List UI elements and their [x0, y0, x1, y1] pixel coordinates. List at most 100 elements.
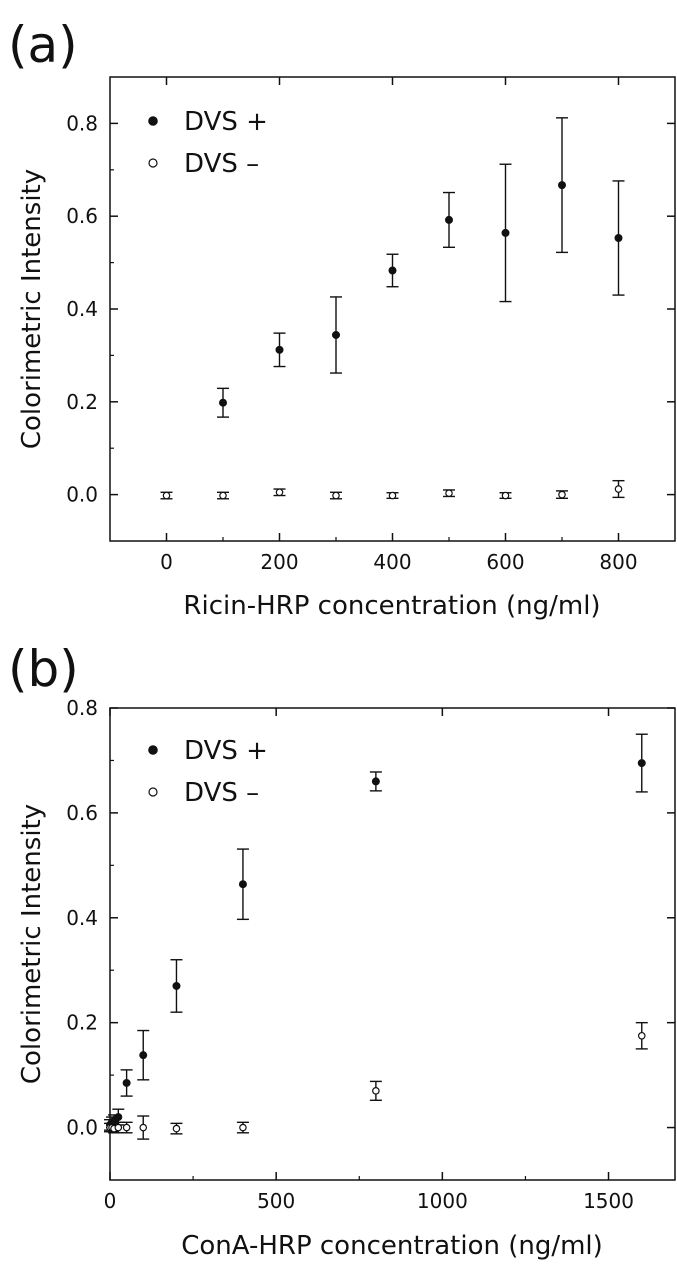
panel-b-dvs-plus-marker	[371, 777, 380, 786]
panel-a-x-axis-title: Ricin-HRP concentration (ng/ml)	[183, 591, 600, 621]
panel-a-label: (a)	[8, 16, 78, 74]
panel-a-legend-label-dvs-plus: DVS +	[184, 107, 268, 137]
panel-b-dvs-plus-point	[170, 959, 183, 1013]
panel-a-y-tick-label: 0.8	[66, 111, 98, 135]
panel-a-x-tick-label: 600	[486, 550, 524, 574]
panel-b-y-ticks: 0.0 0.2 0.4 0.6 0.8	[66, 696, 675, 1140]
panel-a-legend-label-dvs-minus: DVS –	[184, 149, 259, 179]
panel-a-dvs-plus-marker	[614, 234, 623, 243]
panel-b-legend-marker-dvs-minus	[148, 787, 158, 797]
panel-b-y-tick-label: 0.6	[66, 801, 98, 825]
panel-b: (b) 0 500 1000 1500 0.0 0.2 0.4 0.6 0.8 ConA-HR…	[8, 640, 676, 1261]
panel-a-plot-frame	[109, 76, 676, 542]
panel-a: (a) 0 200 400 600 800 0.0 0.2 0.4 0.6 0.8 Ricin-…	[8, 16, 676, 621]
panel-a-dvs-plus-point	[499, 163, 512, 303]
panel-a-dvs-plus-point	[217, 387, 229, 418]
panel-b-dvs-minus-point	[120, 1121, 133, 1134]
panel-b-x-tick-label: 1000	[417, 1189, 468, 1213]
panel-a-dvs-minus-point	[330, 491, 342, 500]
panel-a-dvs-plus-point	[556, 117, 568, 254]
panel-a-x-tick-label: 200	[260, 550, 298, 574]
panel-a-dvs-minus-marker	[614, 485, 623, 493]
panel-b-dvs-plus-marker	[637, 759, 646, 768]
panel-b-y-tick-label: 0.2	[66, 1011, 98, 1035]
panel-a-dvs-minus-point	[556, 490, 568, 500]
panel-a-y-ticks: 0.0 0.2 0.4 0.6 0.8	[66, 111, 675, 507]
panel-a-dvs-plus-marker	[501, 228, 510, 237]
panel-a-dvs-minus-point	[217, 491, 229, 500]
panel-b-dvs-minus-marker	[172, 1124, 181, 1133]
panel-b-y-tick-label: 0.0	[66, 1116, 98, 1140]
panel-b-dvs-plus-point	[236, 848, 249, 921]
panel-a-y-tick-label: 0.4	[66, 297, 98, 321]
panel-b-dvs-plus-point	[120, 1069, 133, 1097]
panel-a-x-tick-label: 400	[373, 550, 411, 574]
panel-b-legend-label-dvs-plus: DVS +	[184, 736, 268, 766]
panel-b-dvs-minus-marker	[122, 1123, 131, 1132]
panel-a-dvs-minus-marker	[162, 491, 171, 500]
panel-b-dvs-minus-point	[369, 1080, 382, 1101]
panel-b-marks	[104, 733, 648, 1140]
panel-b-legend-label-dvs-minus: DVS –	[184, 778, 259, 808]
panel-b-dvs-plus-marker	[122, 1078, 131, 1087]
panel-b-y-tick-label: 0.4	[66, 906, 98, 930]
panel-b-y-tick-label: 0.8	[66, 696, 98, 720]
panel-b-dvs-minus-point	[236, 1121, 249, 1134]
panel-a-dvs-plus-marker	[332, 330, 341, 339]
panel-a-dvs-plus-marker	[445, 215, 454, 224]
panel-b-dvs-minus-marker	[139, 1123, 148, 1132]
panel-a-x-tick-label: 0	[160, 550, 173, 574]
panel-b-label: (b)	[8, 640, 79, 698]
panel-a-dvs-minus-point	[499, 491, 512, 500]
panel-a-y-tick-label: 0.2	[66, 390, 98, 414]
panel-b-y-axis-title: Colorimetric Intensity	[17, 804, 47, 1084]
panel-b-dvs-minus-point	[635, 1021, 648, 1050]
panel-b-x-ticks: 0 500 1000 1500	[104, 708, 634, 1213]
panel-a-dvs-minus-marker	[332, 491, 340, 500]
panel-a-dvs-plus-point	[443, 191, 455, 248]
panel-b-dvs-plus-point	[635, 733, 648, 793]
panel-b-x-tick-label: 500	[257, 1189, 295, 1213]
panel-a-x-tick-label: 800	[599, 550, 637, 574]
panel-b-dvs-plus-marker	[139, 1051, 148, 1060]
panel-b-dvs-plus-marker	[172, 981, 181, 990]
panel-b-dvs-minus-marker	[114, 1123, 123, 1132]
panel-a-dvs-minus-point	[612, 479, 625, 499]
panel-a-y-tick-label: 0.0	[66, 483, 98, 507]
panel-a-dvs-plus-marker	[388, 266, 397, 275]
panel-b-dvs-plus-marker	[114, 1113, 123, 1122]
panel-a-x-ticks: 0 200 400 600 800	[160, 77, 638, 574]
panel-a-dvs-plus-marker	[219, 398, 228, 407]
panel-a-dvs-minus-point	[443, 489, 455, 498]
panel-a-legend-marker-dvs-plus	[148, 116, 158, 126]
panel-b-dvs-plus-point	[369, 771, 382, 792]
panel-a-dvs-minus-marker	[445, 489, 453, 498]
panel-a-y-tick-label: 0.6	[66, 204, 98, 228]
panel-a-dvs-minus-marker	[501, 491, 510, 500]
panel-a-dvs-minus-marker	[275, 488, 284, 497]
panel-a-legend: DVS + DVS –	[148, 107, 268, 179]
panel-a-dvs-minus-point	[386, 491, 399, 500]
panel-b-legend-marker-dvs-plus	[148, 745, 158, 755]
panel-a-dvs-minus-marker	[388, 491, 397, 500]
panel-b-plot-frame	[109, 707, 676, 1181]
panel-a-marks	[160, 117, 625, 500]
panel-a-dvs-plus-point	[612, 180, 625, 296]
panel-a-dvs-minus-marker	[219, 491, 227, 500]
panel-b-dvs-minus-point	[170, 1122, 183, 1135]
panel-a-y-axis-title: Colorimetric Intensity	[17, 169, 47, 449]
panel-a-dvs-minus-point	[160, 491, 173, 500]
panel-a-dvs-plus-point	[273, 332, 286, 368]
panel-b-dvs-plus-marker	[238, 880, 247, 889]
panel-a-dvs-plus-marker	[275, 345, 284, 354]
panel-b-dvs-minus-marker	[637, 1031, 646, 1040]
panel-a-dvs-minus-point	[273, 488, 286, 497]
panel-a-dvs-plus-marker	[557, 181, 566, 190]
panel-a-dvs-minus-marker	[558, 490, 566, 499]
panel-b-x-tick-label: 1500	[583, 1189, 634, 1213]
panel-b-x-axis-title: ConA-HRP concentration (ng/ml)	[181, 1231, 603, 1261]
panel-a-dvs-plus-point	[330, 296, 342, 374]
panel-b-x-tick-label: 0	[104, 1189, 117, 1213]
panel-b-dvs-minus-marker	[372, 1087, 380, 1095]
